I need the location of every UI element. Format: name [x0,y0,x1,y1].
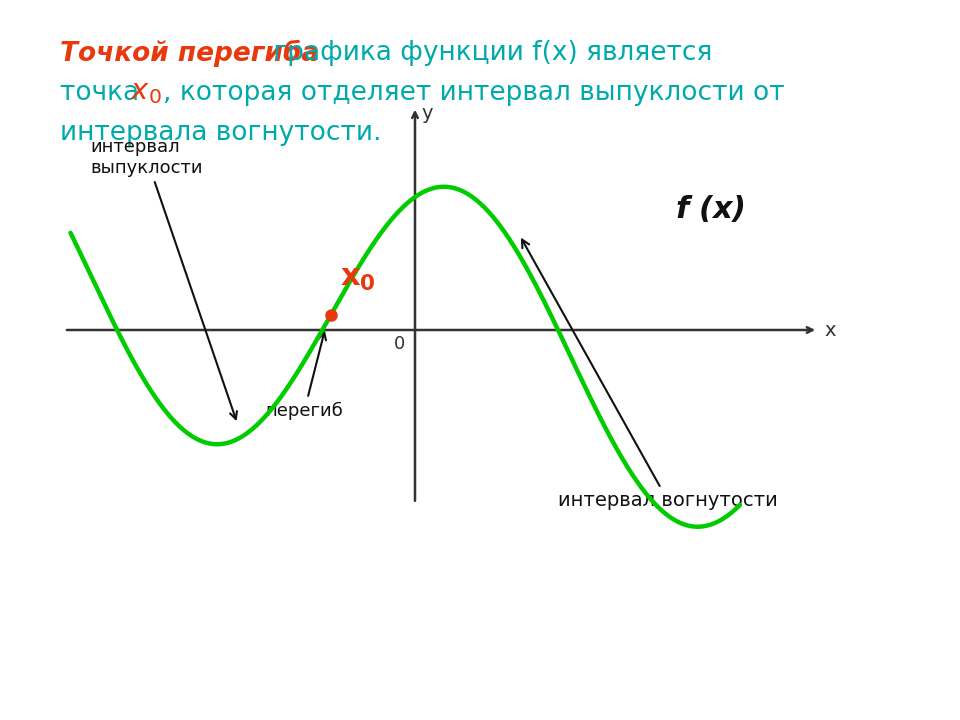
Text: точка: точка [60,80,148,106]
Text: интервал
выпуклости: интервал выпуклости [90,138,237,419]
Text: x: x [825,320,836,340]
Text: графика функции f(x) является: графика функции f(x) является [265,40,712,66]
Text: 0: 0 [394,335,405,353]
Text: $\mathbf{x_0}$: $\mathbf{x_0}$ [341,264,376,294]
Text: перегиб: перегиб [266,333,344,420]
Text: , которая отделяет интервал выпуклости от: , которая отделяет интервал выпуклости о… [163,80,784,106]
Text: интервал вогнутости: интервал вогнутости [522,240,778,510]
Text: $\bfit{f}\ \bfit{(x)}$: $\bfit{f}\ \bfit{(x)}$ [675,194,745,225]
Text: $\mathbf{\it{x}}_0$: $\mathbf{\it{x}}_0$ [130,78,162,106]
Text: Точкой перегиба: Точкой перегиба [60,40,319,67]
Text: интервала вогнутости.: интервала вогнутости. [60,120,381,146]
Text: y: y [421,104,433,122]
